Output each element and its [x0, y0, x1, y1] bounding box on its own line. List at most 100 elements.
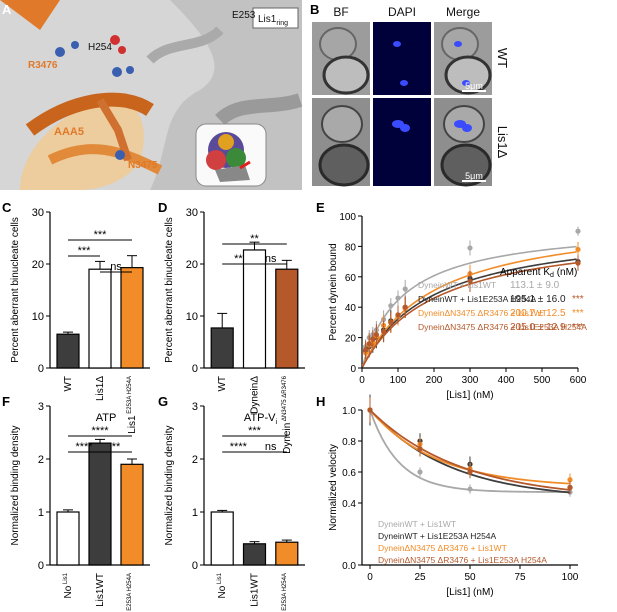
- data-point: [373, 331, 379, 338]
- label-lis1-sub: ring: [276, 20, 288, 27]
- data-point: [388, 303, 394, 309]
- category-sup-2: E253A H254A: [127, 573, 133, 612]
- sig-label-1: ns: [265, 253, 277, 265]
- panel-letter-f: F: [2, 394, 10, 409]
- panel-a-structure: [0, 0, 303, 190]
- category-sup-2: E253A H254A: [127, 376, 133, 415]
- y-tick-label: 0: [38, 363, 44, 375]
- sig-label-0: ****: [75, 441, 93, 453]
- y-tick-label: 30: [186, 207, 198, 219]
- row-label-lis1-delta: Lis1Δ: [495, 126, 510, 159]
- y-tick-label: 30: [32, 207, 44, 219]
- bar-1: [88, 268, 112, 369]
- y-tick-label: 20: [345, 334, 357, 345]
- panel-letter-h: H: [316, 394, 325, 409]
- panel-e-chart: 0 20 40 60 80 100 0 100 200 300 400 500 600 [Lis1] (n…: [328, 212, 587, 401]
- panel-letter-b: B: [310, 2, 319, 17]
- sig-label-2: ***: [248, 425, 262, 437]
- category-label-2: Lis1 E253A H254A: [127, 376, 138, 434]
- legend-entry-1: DyneinWT + Lis1E253A H254A: [418, 294, 537, 304]
- data-point: [363, 347, 369, 353]
- data-point: [467, 245, 473, 251]
- y-tick-label: 0.0: [342, 561, 356, 572]
- legend-kd-0: 113.1 ± 9.0: [510, 280, 560, 291]
- y-tick-label: 20: [32, 259, 44, 271]
- y-tick-label: 0: [350, 364, 356, 375]
- y-axis-label: Percent dynein bound: [328, 243, 339, 340]
- data-point: [388, 319, 394, 325]
- bar-1: [242, 249, 267, 369]
- x-axis-label: [Lis1] (nM): [446, 390, 493, 401]
- column-header-2: Merge: [446, 5, 480, 19]
- bar-2: [120, 267, 144, 369]
- data-point: [366, 341, 372, 347]
- data-point: [567, 484, 573, 491]
- y-tick-label: 3: [192, 401, 198, 413]
- label-e253: E253: [232, 10, 256, 21]
- panel-h-chart: 0.0 0.4 0.6 0.8 1.0 0 25 50 75 100 [Lis1] (nM) Norm…: [328, 394, 579, 598]
- y-axis-label: Normalized velocity: [328, 444, 339, 531]
- y-tick-label: 10: [32, 311, 44, 323]
- legend-stars-2: ***: [572, 308, 584, 319]
- category-label-2: Dynein ΔN3475 ΔR3476: [282, 375, 293, 454]
- data-point: [467, 278, 473, 284]
- x-tick-label: 600: [570, 375, 587, 386]
- x-tick-label: 100: [390, 375, 407, 386]
- y-tick-label: 0.8: [342, 437, 356, 448]
- category-sup-2: ΔN3475 ΔR3476: [282, 375, 288, 422]
- y-tick-label: 1: [38, 507, 44, 519]
- y-tick-label: 0.6: [342, 468, 356, 479]
- legend-title-sub: d: [550, 272, 554, 279]
- sig-label-1: ns: [265, 441, 277, 453]
- category-label-1: Lis1WT: [250, 573, 261, 607]
- panel-letter-e: E: [316, 200, 325, 215]
- category-label-2: Lis1 E253A H254A: [282, 573, 293, 612]
- chart-title: ATP: [96, 412, 117, 424]
- data-point: [402, 286, 408, 292]
- legend-entry-3: DyneinΔN3475 ΔR3476 + Lis1E253A H254A: [378, 555, 547, 565]
- sig-label-1: ns: [110, 261, 122, 273]
- x-tick-label: 25: [414, 572, 426, 583]
- y-tick-label: 60: [345, 273, 357, 284]
- y-tick-label: 1.0: [342, 406, 356, 417]
- sig-label-2: **: [250, 233, 259, 245]
- legend-kd-2: 200.7 ± 12.5: [510, 308, 566, 319]
- x-axis-label: [Lis1] (nM): [446, 587, 493, 598]
- panel-letter-a: A: [2, 2, 12, 17]
- y-tick-label: 100: [339, 212, 356, 223]
- column-header-0: BF: [333, 5, 348, 19]
- category-label-0: WT: [63, 376, 74, 392]
- chart-title: ATP-Vi: [244, 412, 278, 426]
- data-point: [567, 477, 573, 483]
- category-label-1: DyneinΔ: [250, 376, 261, 414]
- label-n3475: N3475: [128, 160, 158, 171]
- category-label-0: No Lis1: [63, 572, 74, 598]
- label-h254: H254: [88, 42, 112, 53]
- scale-bar-label-lis1: 5μm: [465, 171, 483, 181]
- data-point: [381, 328, 387, 335]
- y-tick-label: 0: [192, 560, 198, 572]
- legend-entry-0: DyneinWT + Lis1WT: [418, 280, 496, 290]
- panel-letter-g: G: [158, 394, 168, 409]
- legend-stars-1: ***: [572, 294, 584, 305]
- x-tick-label: 75: [514, 572, 526, 583]
- lis1-ring-label-box: [252, 7, 299, 29]
- panel-c-chart: 0 10 20 30 Percent aberrant binucleate cells…: [10, 207, 150, 434]
- data-point: [575, 228, 581, 234]
- y-axis-label: Percent aberrant binucleate cells: [10, 217, 21, 363]
- fit-curve-0: [369, 409, 571, 493]
- x-tick-label: 200: [426, 375, 443, 386]
- fit-curve-1: [369, 409, 571, 494]
- chart-title-sub: i: [276, 419, 278, 426]
- data-point: [395, 295, 401, 301]
- sig-label-0: ***: [78, 245, 92, 257]
- y-tick-label: 10: [186, 311, 198, 323]
- y-tick-label: 0.4: [342, 499, 356, 510]
- x-tick-label: 100: [562, 572, 579, 583]
- bar-1: [88, 442, 112, 566]
- data-point: [575, 246, 581, 253]
- y-tick-label: 20: [186, 259, 198, 271]
